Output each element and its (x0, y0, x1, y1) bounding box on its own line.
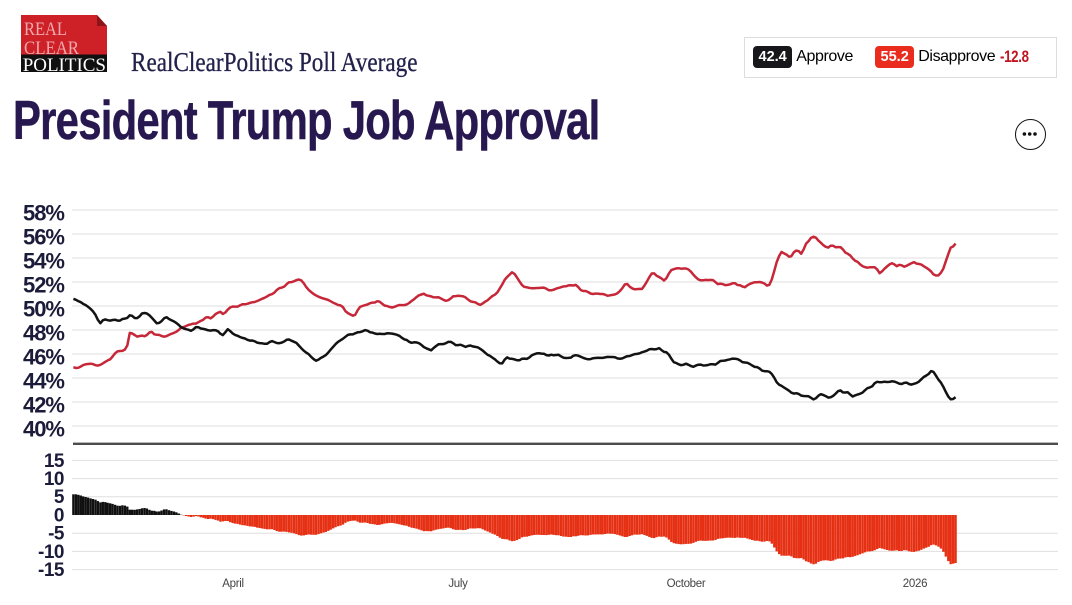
svg-text:15: 15 (44, 451, 65, 472)
svg-text:CLEAR: CLEAR (24, 38, 79, 59)
svg-text:50%: 50% (23, 296, 64, 321)
svg-text:42%: 42% (23, 392, 64, 417)
svg-text:40%: 40% (23, 416, 64, 441)
svg-text:-15: -15 (38, 560, 65, 581)
svg-text:5: 5 (54, 487, 65, 508)
svg-text:52%: 52% (23, 272, 64, 297)
svg-text:56%: 56% (23, 224, 64, 249)
svg-text:10: 10 (44, 469, 64, 490)
svg-text:April: April (222, 578, 244, 590)
svg-text:0: 0 (54, 505, 64, 526)
svg-text:-10: -10 (38, 542, 64, 563)
svg-text:2026: 2026 (903, 578, 927, 590)
svg-text:46%: 46% (23, 344, 64, 369)
svg-text:48%: 48% (23, 320, 64, 345)
svg-text:POLITICS: POLITICS (23, 55, 106, 72)
svg-text:44%: 44% (23, 368, 64, 393)
svg-text:58%: 58% (23, 200, 64, 225)
svg-text:54%: 54% (23, 248, 64, 273)
svg-text:REAL: REAL (24, 19, 67, 40)
svg-text:-5: -5 (48, 524, 65, 545)
svg-text:October: October (667, 578, 706, 590)
svg-text:July: July (448, 578, 468, 590)
